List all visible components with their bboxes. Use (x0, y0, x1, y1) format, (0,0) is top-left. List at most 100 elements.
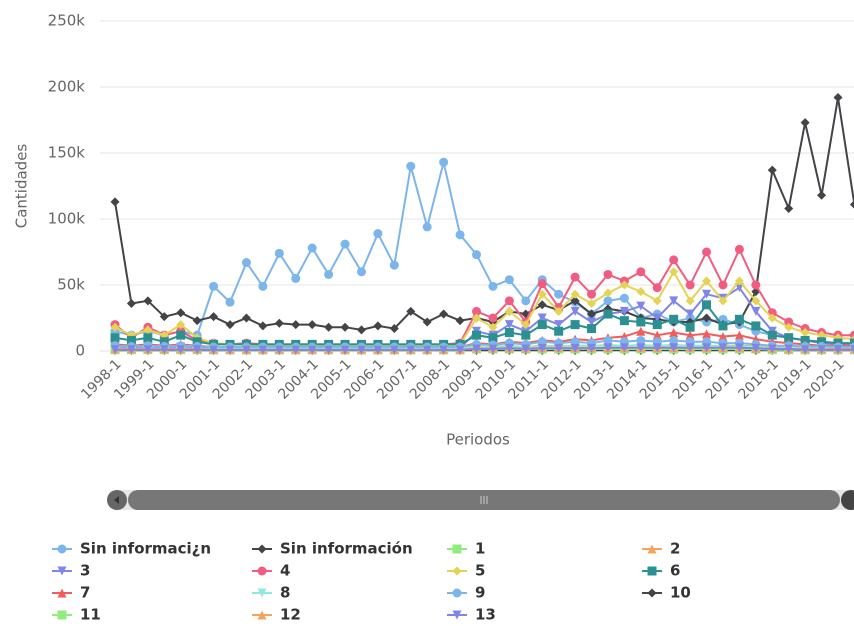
marker (669, 328, 679, 338)
marker (669, 343, 679, 353)
legend-item[interactable]: 1 (447, 540, 485, 558)
legend-item[interactable]: 13 (447, 606, 496, 624)
legend-symbol (452, 588, 462, 598)
marker (307, 320, 317, 330)
legend-item[interactable]: 9 (447, 584, 485, 602)
marker (685, 309, 695, 319)
marker (636, 317, 646, 327)
marker (636, 343, 646, 353)
marker (767, 330, 777, 340)
marker (849, 345, 854, 354)
marker (488, 333, 498, 343)
legend-item[interactable]: 4 (252, 562, 290, 580)
legend-text: 12 (280, 606, 301, 624)
marker (751, 343, 761, 353)
marker (159, 312, 169, 322)
marker (209, 345, 219, 355)
marker (702, 313, 712, 323)
marker (570, 320, 580, 330)
marker (307, 243, 317, 253)
legend-text: Sin información (280, 540, 413, 558)
marker (767, 344, 777, 354)
marker (209, 281, 219, 291)
marker (587, 289, 597, 299)
marker (422, 222, 432, 232)
marker (800, 345, 810, 355)
marker (422, 345, 432, 355)
marker (521, 320, 531, 330)
legend-item[interactable]: 2 (642, 540, 680, 558)
legend-item[interactable]: 7 (52, 584, 90, 602)
marker (274, 318, 284, 328)
marker (406, 306, 416, 316)
marker (389, 260, 399, 270)
legend-symbol (257, 610, 267, 620)
marker (603, 269, 613, 279)
legend-item[interactable]: 11 (52, 606, 101, 624)
marker (356, 325, 366, 335)
marker (767, 313, 777, 323)
marker (849, 200, 854, 209)
scroll-right-button[interactable] (841, 490, 854, 510)
marker (176, 345, 186, 355)
scrollbar[interactable] (107, 490, 854, 510)
marker (225, 345, 235, 355)
legend-text: 5 (475, 562, 485, 580)
legend-symbol (452, 610, 462, 620)
legend-item[interactable]: 3 (52, 562, 90, 580)
legend-item[interactable]: 5 (447, 562, 485, 580)
marker (439, 309, 449, 319)
marker (652, 330, 662, 340)
marker (784, 203, 794, 213)
marker (554, 343, 564, 353)
series (110, 343, 854, 355)
marker (472, 313, 481, 323)
marker (439, 345, 449, 355)
marker (817, 345, 827, 355)
series-line (114, 97, 854, 331)
marker (554, 326, 564, 336)
marker (110, 322, 120, 332)
legend-text: 10 (670, 584, 691, 602)
series (110, 93, 854, 335)
marker (603, 296, 613, 306)
marker (702, 329, 712, 339)
legend-symbol (257, 544, 267, 554)
marker (669, 255, 679, 265)
legend-symbol (452, 566, 462, 576)
legend-symbol (647, 566, 657, 576)
legend-item[interactable]: 12 (252, 606, 301, 624)
marker (258, 345, 268, 355)
legend-symbol (452, 544, 462, 554)
marker (521, 344, 531, 354)
marker (241, 258, 251, 268)
marker (143, 325, 153, 335)
series-line (114, 303, 854, 346)
marker (718, 343, 728, 353)
marker (110, 197, 120, 207)
marker (570, 306, 580, 316)
marker (702, 276, 712, 286)
marker (587, 317, 597, 327)
legend-item[interactable]: 6 (642, 562, 680, 580)
marker (669, 267, 679, 277)
marker (537, 320, 547, 330)
legend-item[interactable]: Sin información (252, 540, 413, 558)
marker (225, 320, 235, 330)
legend-item[interactable]: 10 (642, 584, 691, 602)
marker (537, 313, 547, 323)
marker (472, 306, 481, 316)
marker (439, 157, 449, 167)
legend-item[interactable]: 8 (252, 584, 290, 602)
marker (192, 345, 202, 355)
marker (274, 345, 284, 355)
marker (587, 324, 597, 334)
legend-item[interactable]: Sin informaci¿n (52, 540, 211, 558)
legend-text: 3 (80, 562, 90, 580)
marker (718, 280, 728, 290)
y-tick-label: 50k (57, 276, 85, 294)
marker (734, 283, 744, 293)
legend-symbol (257, 566, 267, 576)
marker (619, 306, 629, 316)
